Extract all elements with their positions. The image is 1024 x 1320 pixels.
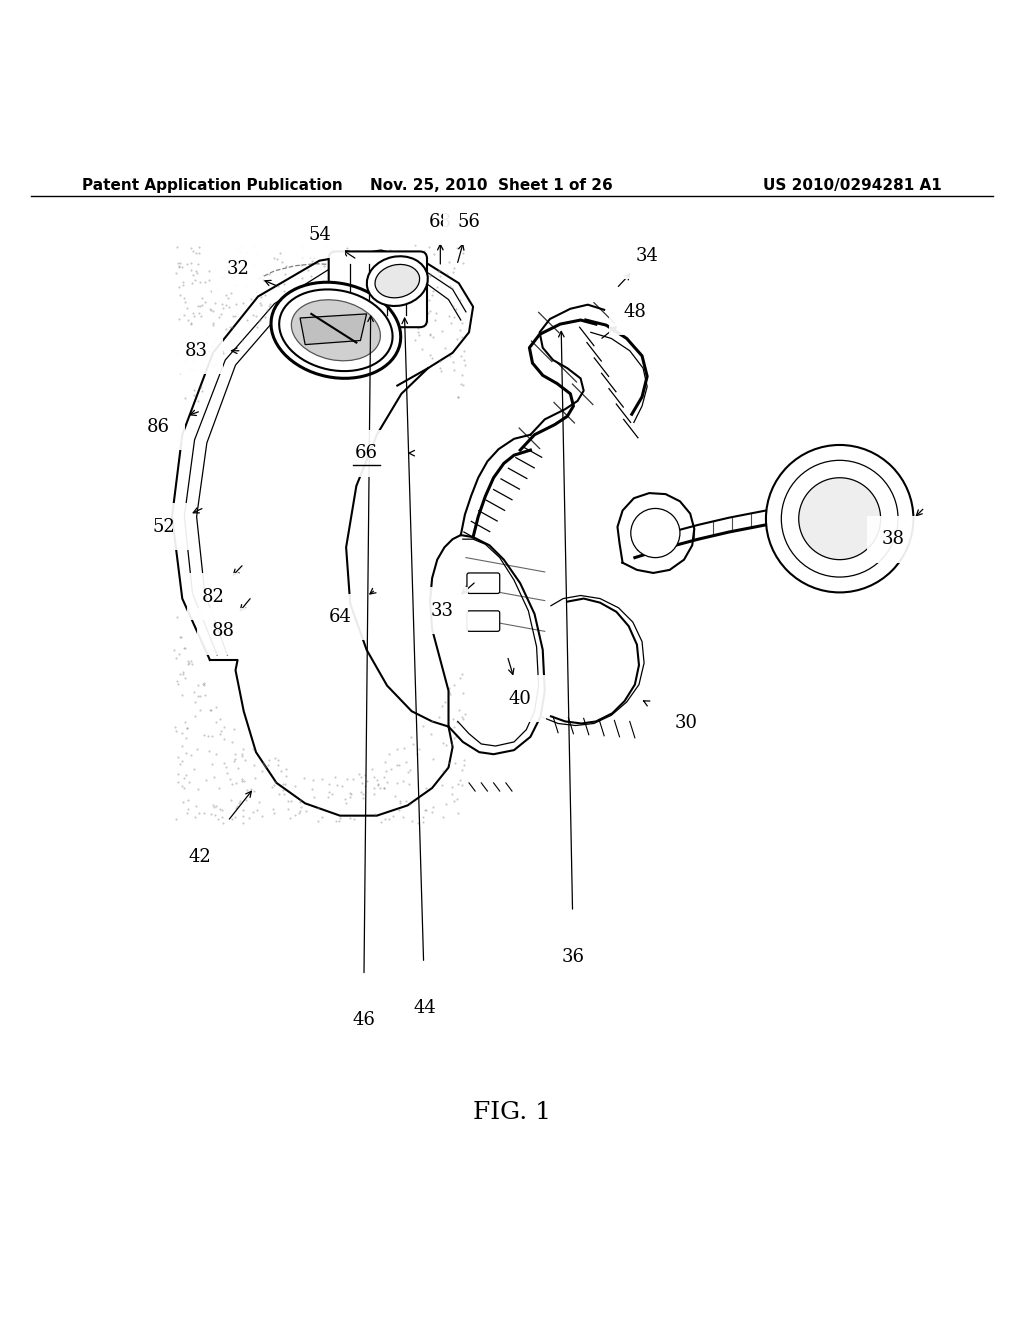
Text: US 2010/0294281 A1: US 2010/0294281 A1 — [763, 178, 942, 194]
Ellipse shape — [292, 300, 380, 360]
Text: 66: 66 — [355, 444, 378, 462]
FancyBboxPatch shape — [467, 573, 500, 594]
Ellipse shape — [280, 289, 392, 371]
Text: 88: 88 — [212, 622, 234, 640]
Text: Patent Application Publication: Patent Application Publication — [82, 178, 343, 194]
FancyBboxPatch shape — [467, 611, 500, 631]
FancyBboxPatch shape — [329, 251, 427, 327]
Text: 86: 86 — [147, 417, 170, 436]
Circle shape — [766, 445, 913, 593]
Text: 36: 36 — [562, 948, 585, 966]
Text: 83: 83 — [185, 342, 208, 360]
Text: 30: 30 — [675, 714, 697, 733]
Ellipse shape — [367, 256, 428, 306]
Text: 68: 68 — [429, 213, 452, 231]
Text: 46: 46 — [352, 1011, 375, 1030]
Circle shape — [781, 461, 898, 577]
Text: 52: 52 — [153, 517, 175, 536]
Text: 48: 48 — [624, 302, 646, 321]
Text: 44: 44 — [414, 999, 436, 1018]
Text: 56: 56 — [458, 213, 480, 231]
Text: 64: 64 — [329, 609, 351, 626]
Text: 54: 54 — [308, 226, 331, 244]
Ellipse shape — [375, 264, 420, 298]
Circle shape — [799, 478, 881, 560]
Text: 32: 32 — [226, 260, 249, 277]
Text: 40: 40 — [509, 690, 531, 708]
Text: 38: 38 — [882, 531, 904, 548]
Text: Nov. 25, 2010  Sheet 1 of 26: Nov. 25, 2010 Sheet 1 of 26 — [370, 178, 613, 194]
Ellipse shape — [271, 282, 400, 379]
Text: 42: 42 — [188, 847, 211, 866]
Text: 82: 82 — [202, 587, 224, 606]
Text: 34: 34 — [636, 247, 658, 264]
Text: 33: 33 — [431, 602, 454, 620]
Circle shape — [631, 508, 680, 557]
Polygon shape — [300, 314, 367, 345]
Text: FIG. 1: FIG. 1 — [473, 1101, 551, 1125]
